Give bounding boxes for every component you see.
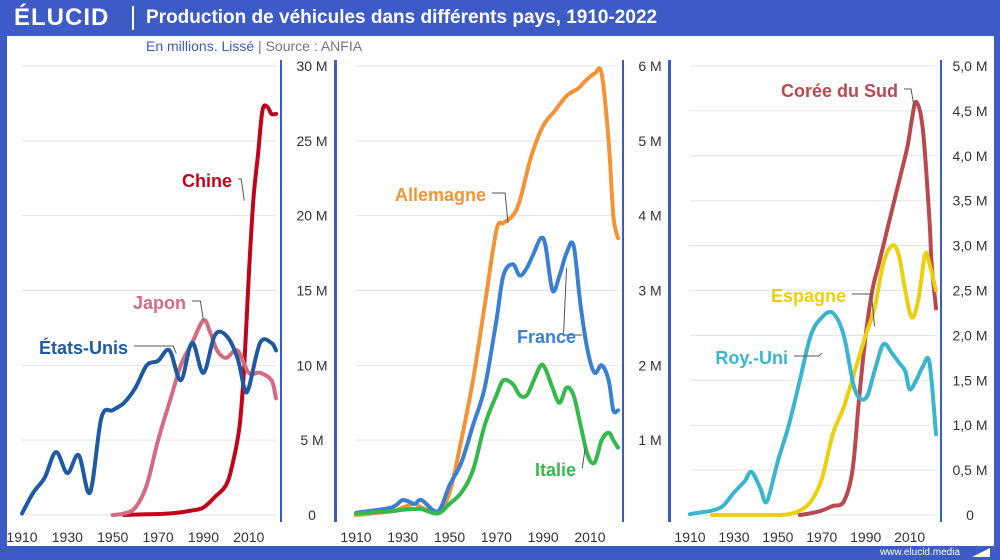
y-tick-label: 20 M (296, 208, 327, 224)
y-tick-label: 1 M (638, 432, 661, 448)
chart-title: Production de véhicules dans différents … (146, 7, 658, 28)
axis-bar (280, 60, 282, 522)
x-tick-label: 1970 (142, 529, 173, 545)
series-line (354, 362, 620, 516)
series-label: Japon (133, 293, 186, 313)
x-tick-label: 1950 (762, 529, 793, 545)
footer-arrow-icon (972, 548, 990, 557)
y-tick-label: 2,5 M (952, 283, 987, 299)
header-bar: ÉLUCID Production de véhicules dans diff… (0, 0, 1000, 36)
y-tick-label: 3,0 M (952, 238, 987, 254)
y-tick-label: 5 M (638, 133, 661, 149)
series-label: Espagne (771, 286, 846, 306)
x-tick-label: 1990 (850, 529, 881, 545)
x-tick-label: 1950 (97, 529, 128, 545)
y-tick-label: 0 (308, 507, 316, 523)
label-leader-line (192, 300, 204, 321)
axis-bar (940, 60, 942, 522)
label-leader-line (904, 88, 915, 107)
x-tick-label: 2010 (233, 529, 264, 545)
y-tick-label: 30 M (296, 58, 327, 74)
panel-divider (668, 60, 671, 522)
series-line (797, 99, 938, 517)
series-label: Corée du Sud (781, 81, 898, 101)
left-border (4, 36, 7, 546)
series-line (20, 329, 278, 516)
label-leader-line (563, 268, 582, 336)
label-leader-line (852, 293, 875, 327)
series-line (688, 309, 938, 517)
label-leader-line (581, 447, 586, 469)
y-tick-label: 0 (966, 507, 974, 523)
series-line (354, 235, 620, 515)
x-tick-label: 1990 (528, 529, 559, 545)
x-tick-label: 2010 (574, 529, 605, 545)
y-tick-label: 25 M (296, 133, 327, 149)
footer-website[interactable]: www.elucid.media (879, 547, 960, 558)
label-leader-line (134, 345, 177, 354)
y-tick-label: 4,5 M (952, 103, 987, 119)
y-tick-label: 5 M (300, 432, 323, 448)
y-tick-label: 2 M (638, 357, 661, 373)
series-line (710, 243, 938, 518)
series-label: Italie (535, 460, 576, 480)
panel-divider (334, 60, 337, 522)
x-tick-label: 1970 (806, 529, 837, 545)
subtitle-source: Source : ANFIA (265, 38, 363, 54)
x-tick-label: 2010 (894, 529, 925, 545)
chart-subtitle: En millions. Lissé | Source : ANFIA (146, 38, 362, 54)
subtitle-separator: | (258, 38, 262, 54)
y-tick-label: 1,5 M (952, 372, 987, 388)
series-label: Roy.-Uni (715, 348, 788, 368)
x-tick-label: 1930 (387, 529, 418, 545)
axis-bar (622, 60, 624, 522)
x-tick-label: 1910 (674, 529, 705, 545)
label-leader-line (238, 178, 245, 201)
y-tick-label: 2,0 M (952, 327, 987, 343)
y-tick-label: 4 M (638, 208, 661, 224)
series-label: Chine (182, 171, 232, 191)
series-label: États-Unis (39, 337, 128, 358)
subtitle-unit: En millions. Lissé (146, 38, 255, 54)
x-tick-label: 1910 (340, 529, 371, 545)
x-tick-label: 1970 (481, 529, 512, 545)
x-tick-label: 1930 (718, 529, 749, 545)
y-tick-label: 15 M (296, 283, 327, 299)
y-tick-label: 10 M (296, 357, 327, 373)
series-label: France (517, 327, 576, 347)
header-separator (132, 6, 134, 30)
series-label: Allemagne (395, 185, 486, 205)
x-tick-label: 1990 (188, 529, 219, 545)
series-line (122, 103, 278, 517)
y-tick-label: 4,0 M (952, 148, 987, 164)
y-tick-label: 3,5 M (952, 193, 987, 209)
x-tick-label: 1930 (52, 529, 83, 545)
y-tick-label: 3 M (638, 283, 661, 299)
y-tick-label: 1,0 M (952, 417, 987, 433)
x-tick-label: 1950 (434, 529, 465, 545)
label-leader-line (492, 192, 509, 224)
y-tick-label: 6 M (638, 58, 661, 74)
brand-logo: ÉLUCID (14, 4, 110, 31)
y-tick-label: 5,0 M (952, 58, 987, 74)
x-tick-label: 1910 (6, 529, 37, 545)
y-tick-label: 0,5 M (952, 462, 987, 478)
label-leader-line (794, 352, 823, 357)
